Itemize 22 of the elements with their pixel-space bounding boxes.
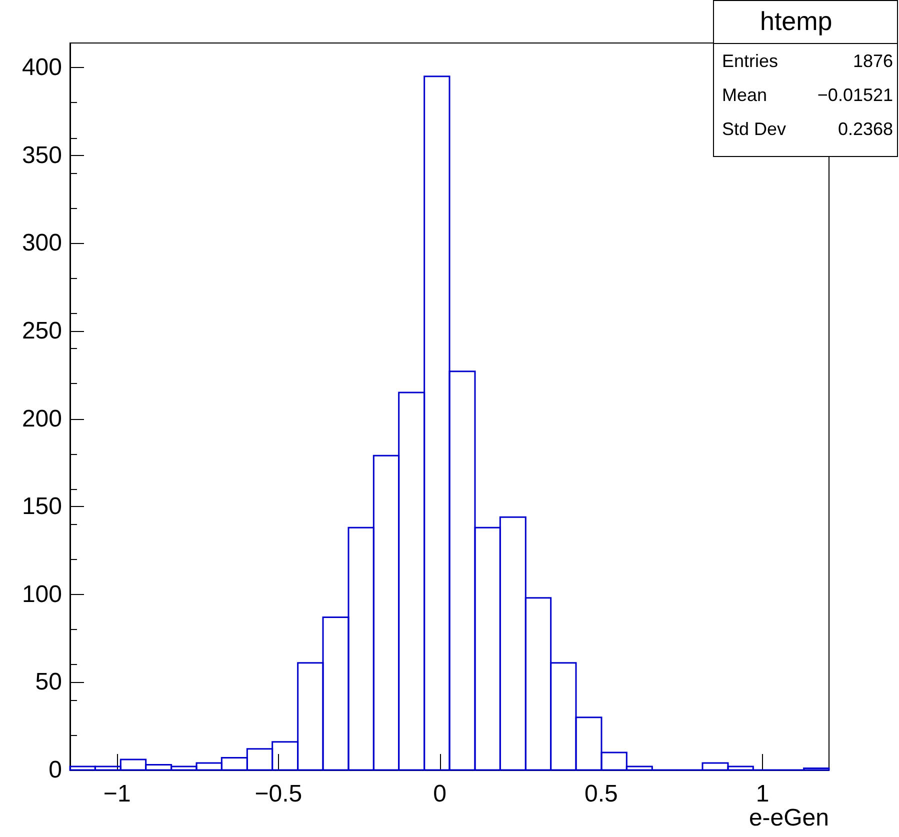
- x-tick-label: 0: [433, 780, 446, 808]
- annotation: Entries: [722, 51, 778, 71]
- y-tick-label: 350: [22, 142, 62, 169]
- x-tick-label: −1: [103, 780, 131, 808]
- text: 1876: [852, 51, 894, 71]
- x-tick-label: 1: [756, 780, 770, 808]
- y-tick-label: 50: [35, 668, 62, 696]
- y-tick-label: 300: [22, 230, 62, 257]
- y-tick-label: 0: [48, 756, 62, 784]
- y-tick-label: 100: [22, 580, 62, 608]
- y-tick-label: 200: [22, 405, 62, 432]
- annotation: Std Dev: [722, 119, 786, 139]
- annotation: −0.01521: [817, 85, 893, 105]
- y-tick-label: 400: [22, 54, 62, 82]
- x-tick-label: −0.5: [254, 780, 302, 808]
- x-axis-title: e-eGen: [748, 804, 829, 832]
- y-tick-label: 150: [22, 493, 62, 520]
- annotation: Mean: [722, 85, 768, 105]
- x-tick-label: 0.5: [584, 780, 618, 808]
- chart-title: htemp: [760, 6, 832, 36]
- text: 0.2368: [838, 119, 894, 139]
- y-tick-label: 250: [22, 317, 62, 344]
